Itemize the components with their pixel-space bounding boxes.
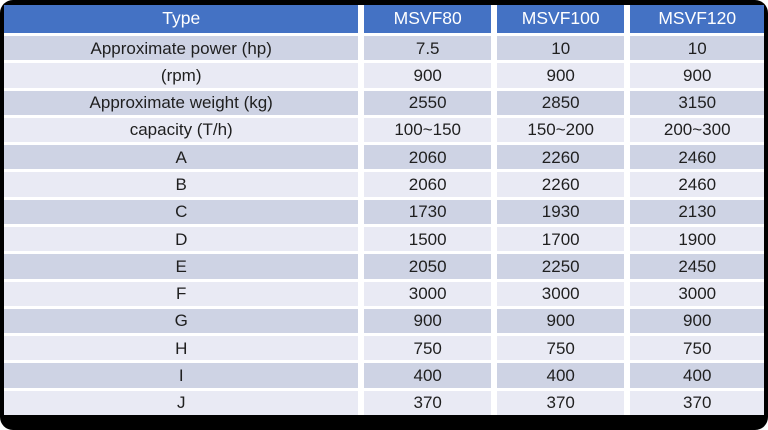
value-cell: 2130 xyxy=(630,199,764,224)
row-label-cell: C xyxy=(4,199,359,224)
row-label-cell: G xyxy=(4,308,359,334)
value-cell: 900 xyxy=(630,308,764,334)
value-cell: 150~200 xyxy=(496,117,625,143)
value-cell: 2460 xyxy=(630,172,764,197)
value-cell: 2250 xyxy=(496,254,625,279)
row-label-cell: E xyxy=(4,254,359,279)
value-cell: 1900 xyxy=(630,227,764,252)
row-label-cell: (rpm) xyxy=(4,63,359,88)
row-label-cell: capacity (T/h) xyxy=(4,117,359,143)
value-cell: 750 xyxy=(630,336,764,361)
column-header-msvf80: MSVF80 xyxy=(364,5,491,33)
value-cell: 3000 xyxy=(364,281,491,306)
value-cell: 200~300 xyxy=(630,117,764,143)
value-cell: 400 xyxy=(496,363,625,388)
column-header-msvf100: MSVF100 xyxy=(496,5,625,33)
value-cell: 370 xyxy=(496,390,625,415)
spec-table: Type MSVF80 MSVF100 MSVF120 Approximate … xyxy=(4,5,764,415)
value-cell: 10 xyxy=(630,36,764,61)
row-label-cell: Approximate power (hp) xyxy=(4,36,359,61)
column-header-msvf120: MSVF120 xyxy=(630,5,764,33)
value-cell: 750 xyxy=(364,336,491,361)
value-cell: 3000 xyxy=(630,281,764,306)
row-label-cell: A xyxy=(4,145,359,170)
value-cell: 2550 xyxy=(364,90,491,115)
value-cell: 2260 xyxy=(496,172,625,197)
value-cell: 2050 xyxy=(364,254,491,279)
value-cell: 370 xyxy=(630,390,764,415)
value-cell: 900 xyxy=(630,63,764,88)
value-cell: 400 xyxy=(630,363,764,388)
value-cell: 1500 xyxy=(364,227,491,252)
value-cell: 10 xyxy=(496,36,625,61)
value-cell: 900 xyxy=(496,308,625,334)
value-cell: 750 xyxy=(496,336,625,361)
row-label-cell: I xyxy=(4,363,359,388)
value-cell: 900 xyxy=(364,308,491,334)
value-cell: 2060 xyxy=(364,172,491,197)
row-label-cell: J xyxy=(4,390,359,415)
value-cell: 2450 xyxy=(630,254,764,279)
value-cell: 2060 xyxy=(364,145,491,170)
value-cell: 400 xyxy=(364,363,491,388)
value-cell: 370 xyxy=(364,390,491,415)
row-label-cell: F xyxy=(4,281,359,306)
value-cell: 3000 xyxy=(496,281,625,306)
row-label-cell: Approximate weight (kg) xyxy=(4,90,359,115)
value-cell: 1930 xyxy=(496,199,625,224)
value-cell: 1700 xyxy=(496,227,625,252)
value-cell: 2260 xyxy=(496,145,625,170)
value-cell: 900 xyxy=(496,63,625,88)
value-cell: 7.5 xyxy=(364,36,491,61)
value-cell: 100~150 xyxy=(364,117,491,143)
row-label-cell: B xyxy=(4,172,359,197)
row-label-cell: D xyxy=(4,227,359,252)
value-cell: 900 xyxy=(364,63,491,88)
value-cell: 3150 xyxy=(630,90,764,115)
value-cell: 1730 xyxy=(364,199,491,224)
row-label-cell: H xyxy=(4,336,359,361)
value-cell: 2850 xyxy=(496,90,625,115)
column-header-type: Type xyxy=(4,5,359,33)
value-cell: 2460 xyxy=(630,145,764,170)
